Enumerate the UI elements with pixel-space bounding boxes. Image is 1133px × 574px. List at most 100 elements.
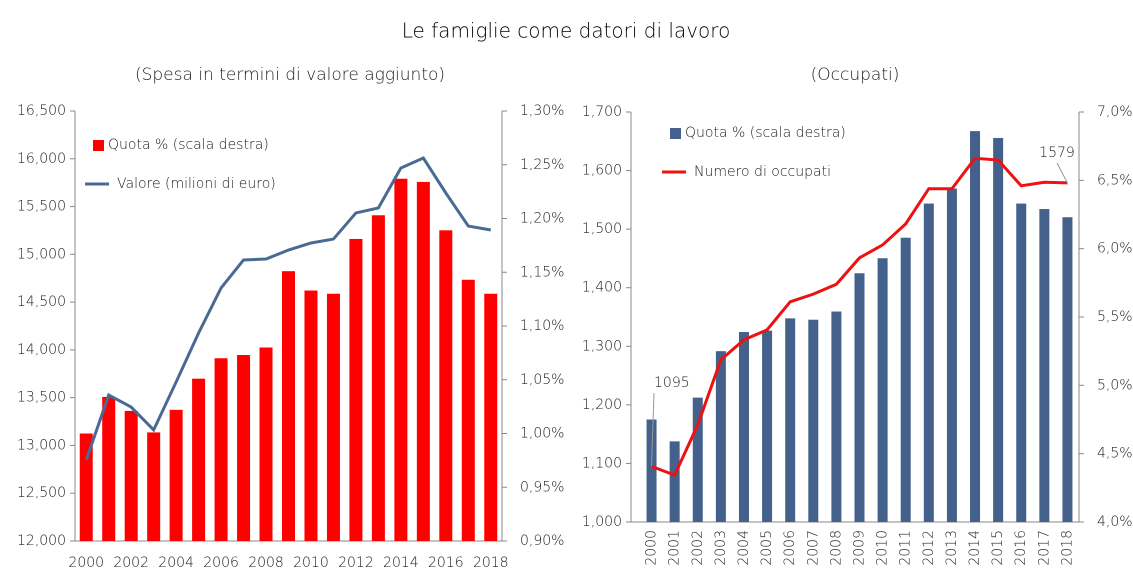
bar — [349, 238, 363, 542]
bar — [946, 188, 957, 523]
x-tick-label: 2005 — [759, 530, 775, 566]
y-tick-label: 14,500 — [17, 294, 66, 310]
y-tick-label: 1,200 — [582, 397, 622, 413]
bar — [877, 258, 888, 522]
x-tick-label: 2006 — [782, 530, 798, 566]
subtitle: (Occupati) — [811, 65, 900, 85]
y2-tick-label: 1,05% — [520, 372, 564, 388]
bar — [237, 355, 251, 541]
x-tick-label: 2000 — [68, 555, 104, 571]
x-tick-label: 2003 — [713, 530, 729, 566]
y-tick-label: 16,500 — [17, 103, 66, 119]
bar — [214, 358, 228, 541]
y2-tick-label: 0,90% — [520, 533, 564, 549]
y2-tick-label: 1,00% — [520, 426, 564, 442]
y-tick-label: 14,000 — [17, 342, 66, 358]
bar — [484, 293, 498, 541]
x-tick-label: 2015 — [990, 530, 1006, 566]
bar — [993, 137, 1004, 522]
bar — [124, 410, 138, 541]
x-tick-label: 2012 — [338, 555, 374, 571]
x-tick-label: 2000 — [644, 530, 660, 566]
y2-tick-label: 5,5% — [1097, 309, 1133, 325]
bar — [808, 319, 819, 522]
legend-label: Valore (milioni di euro) — [117, 176, 276, 192]
bar — [439, 230, 453, 541]
legend-label: Quota % (scala destra) — [685, 125, 846, 141]
x-tick-label: 2016 — [1013, 530, 1029, 566]
x-tick-label: 2018 — [473, 555, 509, 571]
bar — [738, 332, 749, 522]
bar — [326, 293, 340, 541]
x-tick-label: 2008 — [248, 555, 284, 571]
y2-tick-label: 1,20% — [520, 211, 564, 227]
bar — [259, 347, 273, 541]
x-tick-label: 2010 — [875, 530, 891, 566]
bar — [192, 378, 206, 541]
bar — [1016, 203, 1027, 523]
y-tick-label: 12,500 — [17, 485, 66, 501]
y2-tick-label: 1,15% — [520, 264, 564, 280]
x-tick-label: 2008 — [828, 530, 844, 566]
legend-label: Numero di occupati — [694, 164, 831, 180]
x-tick-label: 2011 — [898, 530, 914, 566]
bar — [1062, 217, 1073, 522]
leader-line — [1056, 162, 1068, 184]
bar — [715, 351, 726, 522]
bar — [416, 181, 430, 541]
y2-tick-label: 0,95% — [520, 479, 564, 495]
legend-label: Quota % (scala destra) — [108, 137, 269, 153]
bar — [282, 271, 295, 541]
x-tick-label: 2001 — [667, 530, 683, 566]
y2-tick-label: 7,0% — [1097, 104, 1133, 120]
data-label: 1579 — [1039, 145, 1075, 161]
y-tick-label: 1,100 — [582, 455, 622, 471]
bar — [854, 273, 865, 522]
bar — [785, 318, 796, 522]
y-tick-label: 13,000 — [17, 437, 66, 453]
legend-swatch — [93, 140, 104, 151]
y-tick-label: 1,000 — [582, 514, 622, 530]
y-tick-label: 1,500 — [582, 221, 622, 237]
y-tick-label: 13,500 — [17, 390, 66, 406]
x-tick-label: 2004 — [736, 530, 752, 566]
line — [651, 156, 1068, 478]
y-tick-label: 16,000 — [17, 151, 66, 167]
x-tick-label: 2002 — [690, 530, 706, 566]
x-tick-label: 2002 — [113, 555, 149, 571]
bar — [147, 432, 161, 541]
bar — [831, 311, 842, 522]
line — [84, 156, 492, 461]
x-tick-label: 2007 — [805, 530, 821, 566]
subtitle: (Spesa in termini di valore aggiunto) — [135, 65, 445, 85]
bar — [762, 330, 773, 522]
bar — [371, 215, 385, 541]
x-tick-label: 2004 — [158, 555, 194, 571]
bar — [669, 441, 680, 522]
y2-tick-label: 6,0% — [1097, 241, 1133, 257]
bar — [79, 433, 93, 541]
bar — [1039, 209, 1050, 523]
y2-tick-label: 1,25% — [520, 157, 564, 173]
y2-tick-label: 1,30% — [520, 103, 564, 119]
x-tick-label: 2016 — [428, 555, 464, 571]
y2-tick-label: 1,10% — [520, 318, 564, 334]
y-tick-label: 15,500 — [17, 199, 66, 215]
y-tick-label: 1,700 — [582, 104, 622, 120]
x-tick-label: 2018 — [1059, 530, 1075, 566]
x-tick-label: 2017 — [1036, 530, 1052, 566]
data-label: 1095 — [654, 375, 690, 391]
y2-tick-label: 5,0% — [1097, 377, 1133, 393]
y-tick-label: 12,000 — [17, 533, 66, 549]
x-tick-label: 2014 — [967, 530, 983, 566]
y-tick-label: 1,400 — [582, 280, 622, 296]
y-tick-label: 1,300 — [582, 338, 622, 354]
leader-line — [651, 392, 655, 467]
y-tick-label: 15,000 — [17, 246, 66, 262]
bar — [970, 131, 981, 522]
x-tick-label: 2009 — [852, 530, 868, 566]
bar — [169, 409, 183, 541]
x-tick-label: 2012 — [921, 530, 937, 566]
y-tick-label: 1,600 — [582, 163, 622, 179]
